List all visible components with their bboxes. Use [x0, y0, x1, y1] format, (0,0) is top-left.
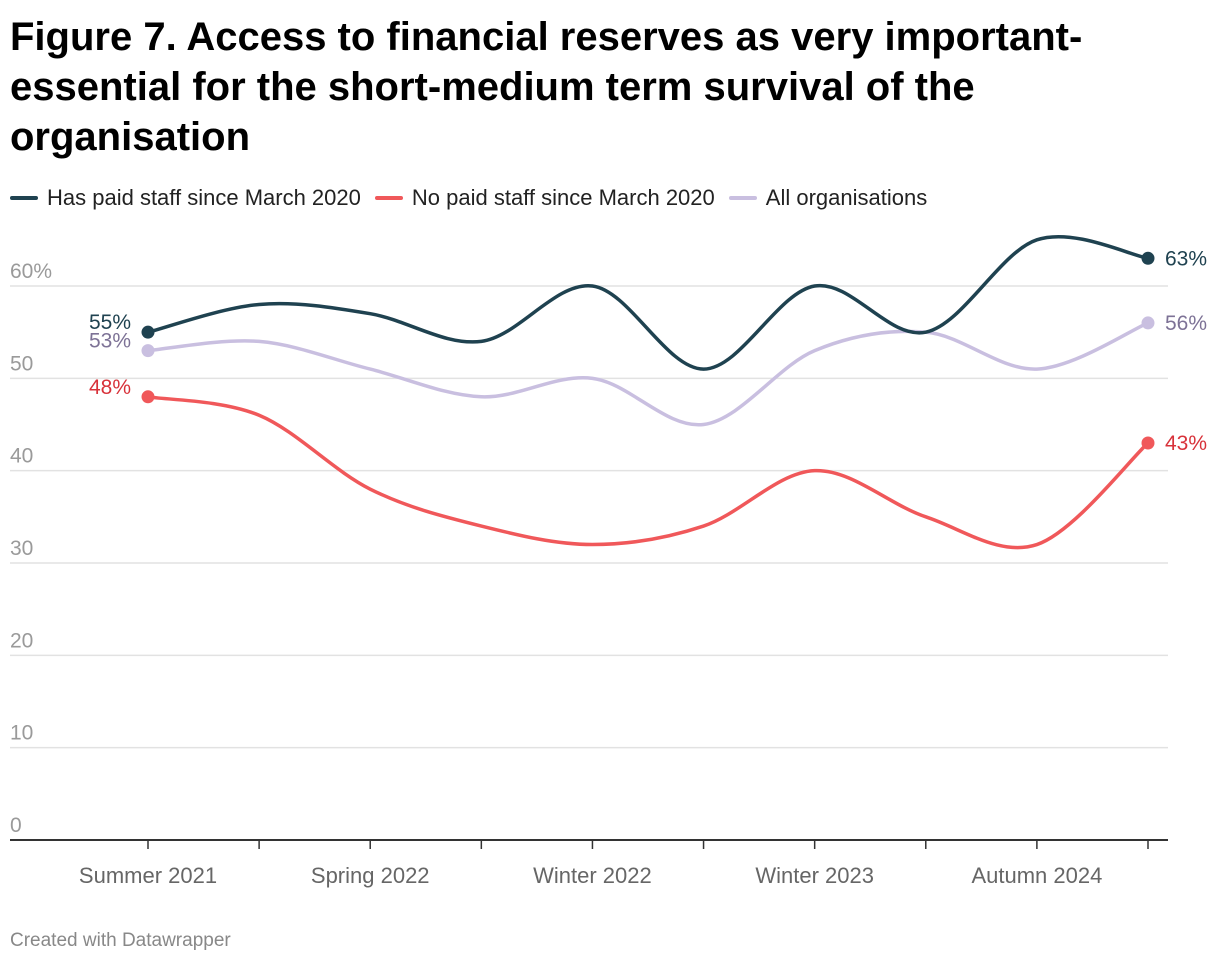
legend-label: All organisations	[765, 185, 928, 210]
legend-item: No paid staff since March 2020	[374, 185, 715, 211]
legend-label: Has paid staff since March 2020	[47, 185, 361, 210]
legend-swatch	[10, 196, 38, 200]
series-marker	[141, 390, 155, 404]
start-value-label: 55%	[89, 311, 131, 334]
end-value-label: 63%	[1165, 247, 1207, 270]
series-marker	[141, 344, 155, 358]
series-marker	[141, 325, 155, 339]
legend-swatch	[728, 196, 757, 200]
series-line	[146, 321, 1150, 427]
x-axis: Summer 2021 Spring 2022 Winter 2022 Winter …	[10, 839, 1168, 888]
footer-credit: Created with Datawrapper	[10, 930, 231, 951]
x-tick-label: Winter 2023	[755, 863, 874, 888]
series-marker	[1141, 316, 1155, 330]
x-tick-label: Spring 2022	[311, 863, 430, 888]
start-value-label: 48%	[89, 376, 131, 399]
series-marker	[1141, 436, 1155, 450]
x-tick-label: Winter 2022	[533, 863, 652, 888]
y-tick-label: 30	[10, 537, 33, 560]
end-value-label: 56%	[1165, 312, 1207, 335]
chart-title: Figure 7. Access to financial reserves a…	[10, 15, 1083, 159]
x-tick-label: Summer 2021	[79, 863, 217, 888]
y-tick-label: 0	[10, 814, 22, 837]
y-tick-label: 10	[10, 722, 33, 745]
series-marker	[1141, 251, 1155, 265]
line-chart: 0 10 20 30 40 50 60% Summer 2021 Spring 2022 Win…	[10, 234, 1207, 888]
legend: Has paid staff since March 2020 No paid s…	[10, 185, 927, 211]
legend-swatch	[374, 196, 403, 200]
series-lines	[141, 234, 1155, 550]
series-line	[146, 234, 1150, 371]
y-tick-label: 40	[10, 445, 33, 468]
x-tick-label: Autumn 2024	[971, 863, 1102, 888]
y-tick-label: 60%	[10, 260, 52, 283]
start-value-label: 53%	[89, 330, 131, 353]
data-labels: 53% 56% 48% 43% 55% 63%	[89, 247, 1207, 455]
end-value-label: 43%	[1165, 432, 1207, 455]
legend-item: All organisations	[728, 185, 928, 211]
y-tick-label: 20	[10, 629, 33, 652]
series-line	[146, 395, 1150, 550]
legend-item: Has paid staff since March 2020	[10, 185, 361, 211]
legend-label: No paid staff since March 2020	[411, 185, 715, 210]
y-tick-label: 50	[10, 352, 33, 375]
